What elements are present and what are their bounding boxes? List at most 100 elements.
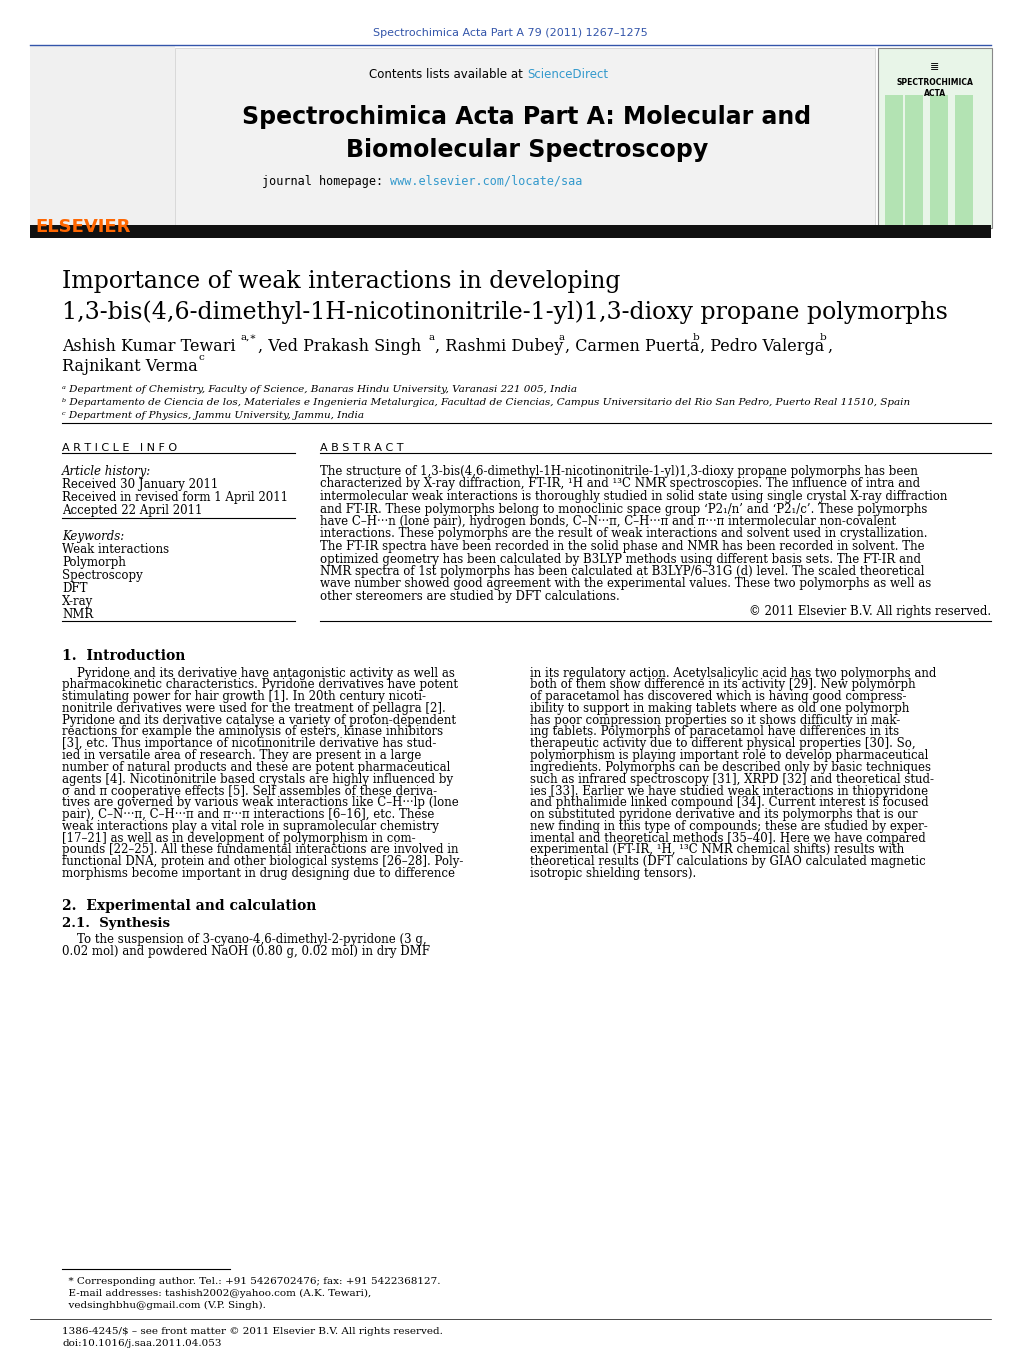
Bar	[955, 95, 973, 226]
Text: SPECTROCHIMICA
ACTA: SPECTROCHIMICA ACTA	[896, 78, 973, 99]
Text: , Ved Prakash Singh: , Ved Prakash Singh	[258, 338, 422, 355]
Text: b: b	[820, 332, 827, 342]
Text: and phthalimide linked compound [34]. Current interest is focused: and phthalimide linked compound [34]. Cu…	[530, 796, 929, 809]
Text: functional DNA, protein and other biological systems [26–28]. Poly-: functional DNA, protein and other biolog…	[62, 855, 464, 869]
Text: Ashish Kumar Tewari: Ashish Kumar Tewari	[62, 338, 236, 355]
Text: interactions. These polymorphs are the result of weak interactions and solvent u: interactions. These polymorphs are the r…	[320, 527, 927, 540]
Text: ibility to support in making tablets where as old one polymorph: ibility to support in making tablets whe…	[530, 703, 910, 715]
Text: pounds [22–25]. All these fundamental interactions are involved in: pounds [22–25]. All these fundamental in…	[62, 843, 458, 857]
Text: Spectroscopy: Spectroscopy	[62, 569, 143, 582]
Text: Accepted 22 April 2011: Accepted 22 April 2011	[62, 504, 202, 517]
Bar	[905, 95, 923, 226]
Bar	[930, 95, 949, 226]
Text: and FT-IR. These polymorphs belong to monoclinic space group ‘P2₁/n’ and ‘P2₁/c’: and FT-IR. These polymorphs belong to mo…	[320, 503, 927, 516]
Text: weak interactions play a vital role in supramolecular chemistry: weak interactions play a vital role in s…	[62, 820, 439, 834]
Text: The structure of 1,3-bis(4,6-dimethyl-1H-nicotinonitrile-1-yl)1,3-dioxy propane : The structure of 1,3-bis(4,6-dimethyl-1H…	[320, 465, 918, 478]
Text: experimental (FT-IR, ¹H, ¹³C NMR chemical shifts) results with: experimental (FT-IR, ¹H, ¹³C NMR chemica…	[530, 843, 905, 857]
Text: ᶜ Department of Physics, Jammu University, Jammu, India: ᶜ Department of Physics, Jammu Universit…	[62, 411, 364, 420]
Text: Received 30 January 2011: Received 30 January 2011	[62, 478, 218, 490]
Bar	[175, 49, 875, 228]
Text: tives are governed by various weak interactions like C–H···lp (lone: tives are governed by various weak inter…	[62, 796, 458, 809]
Text: © 2011 Elsevier B.V. All rights reserved.: © 2011 Elsevier B.V. All rights reserved…	[748, 604, 991, 617]
Bar	[30, 226, 991, 238]
Text: * Corresponding author. Tel.: +91 5426702476; fax: +91 5422368127.: * Corresponding author. Tel.: +91 542670…	[62, 1277, 440, 1286]
Text: in its regulatory action. Acetylsalicylic acid has two polymorphs and: in its regulatory action. Acetylsalicyli…	[530, 666, 936, 680]
Text: ELSEVIER: ELSEVIER	[35, 218, 131, 236]
Text: characterized by X-ray diffraction, FT-IR, ¹H and ¹³C NMR spectroscopies. The in: characterized by X-ray diffraction, FT-I…	[320, 477, 920, 490]
Text: wave number showed good agreement with the experimental values. These two polymo: wave number showed good agreement with t…	[320, 577, 931, 590]
Text: vedsinghbhu@gmail.com (V.P. Singh).: vedsinghbhu@gmail.com (V.P. Singh).	[62, 1301, 265, 1310]
Text: Weak interactions: Weak interactions	[62, 543, 169, 557]
Text: agents [4]. Nicotinonitrile based crystals are highly influenced by: agents [4]. Nicotinonitrile based crysta…	[62, 773, 453, 786]
Text: therapeutic activity due to different physical properties [30]. So,: therapeutic activity due to different ph…	[530, 738, 916, 750]
Bar	[878, 49, 992, 228]
Text: morphisms become important in drug designing due to difference: morphisms become important in drug desig…	[62, 867, 455, 880]
Text: a: a	[428, 332, 434, 342]
Text: ᵃ Department of Chemistry, Faculty of Science, Banaras Hindu University, Varanas: ᵃ Department of Chemistry, Faculty of Sc…	[62, 385, 577, 394]
Text: imental and theoretical methods [35–40]. Here we have compared: imental and theoretical methods [35–40].…	[530, 832, 926, 844]
Text: To the suspension of 3-cyano-4,6-dimethyl-2-pyridone (3 g,: To the suspension of 3-cyano-4,6-dimethy…	[62, 934, 427, 946]
Text: Keywords:: Keywords:	[62, 530, 125, 543]
Text: pharmacokinetic characteristics. Pyridone derivatives have potent: pharmacokinetic characteristics. Pyridon…	[62, 678, 458, 692]
Text: 1,3-bis(4,6-dimethyl-1H-nicotinonitrile-1-yl)1,3-dioxy propane polymorphs: 1,3-bis(4,6-dimethyl-1H-nicotinonitrile-…	[62, 300, 947, 323]
Text: doi:10.1016/j.saa.2011.04.053: doi:10.1016/j.saa.2011.04.053	[62, 1339, 222, 1348]
Text: DFT: DFT	[62, 582, 88, 594]
Text: b: b	[693, 332, 699, 342]
Text: pair), C–N···π, C–H···π and π···π interactions [6–16], etc. These: pair), C–N···π, C–H···π and π···π intera…	[62, 808, 434, 821]
Text: Polymorph: Polymorph	[62, 557, 126, 569]
Text: Spectrochimica Acta Part A: Molecular and: Spectrochimica Acta Part A: Molecular an…	[242, 105, 812, 128]
Text: isotropic shielding tensors).: isotropic shielding tensors).	[530, 867, 696, 880]
Text: theoretical results (DFT calculations by GIAO calculated magnetic: theoretical results (DFT calculations by…	[530, 855, 926, 869]
Text: Spectrochimica Acta Part A 79 (2011) 1267–1275: Spectrochimica Acta Part A 79 (2011) 126…	[373, 28, 648, 38]
Text: The FT-IR spectra have been recorded in the solid phase and NMR has been recorde: The FT-IR spectra have been recorded in …	[320, 540, 925, 553]
Text: Pyridone and its derivative catalyse a variety of proton-dependent: Pyridone and its derivative catalyse a v…	[62, 713, 456, 727]
Text: nonitrile derivatives were used for the treatment of pellagra [2].: nonitrile derivatives were used for the …	[62, 703, 446, 715]
Text: ScienceDirect: ScienceDirect	[527, 68, 609, 81]
Text: , Carmen Puerta: , Carmen Puerta	[565, 338, 699, 355]
Text: of paracetamol has discovered which is having good compress-: of paracetamol has discovered which is h…	[530, 690, 907, 703]
Text: E-mail addresses: tashish2002@yahoo.com (A.K. Tewari),: E-mail addresses: tashish2002@yahoo.com …	[62, 1289, 372, 1298]
Text: ingredients. Polymorphs can be described only by basic techniques: ingredients. Polymorphs can be described…	[530, 761, 931, 774]
Text: ies [33]. Earlier we have studied weak interactions in thiopyridone: ies [33]. Earlier we have studied weak i…	[530, 785, 928, 797]
Text: [17–21] as well as in development of polymorphism in com-: [17–21] as well as in development of pol…	[62, 832, 416, 844]
Text: A B S T R A C T: A B S T R A C T	[320, 443, 403, 453]
Text: intermolecular weak interactions is thoroughly studied in solid state using sing: intermolecular weak interactions is thor…	[320, 490, 947, 503]
Text: 1.  Introduction: 1. Introduction	[62, 648, 186, 662]
Text: reactions for example the aminolysis of esters, kinase inhibitors: reactions for example the aminolysis of …	[62, 725, 443, 739]
Text: www.elsevier.com/locate/saa: www.elsevier.com/locate/saa	[390, 176, 582, 188]
Text: NMR spectra of 1st polymorphs has been calculated at B3LYP/6–31G (d) level. The : NMR spectra of 1st polymorphs has been c…	[320, 565, 924, 578]
Bar	[30, 46, 175, 228]
Text: have C–H···n (lone pair), hydrogen bonds, C–N···π, C–H···π and π···π intermolecu: have C–H···n (lone pair), hydrogen bonds…	[320, 515, 896, 528]
Text: on substituted pyridone derivative and its polymorphs that is our: on substituted pyridone derivative and i…	[530, 808, 918, 821]
Text: X-ray: X-ray	[62, 594, 93, 608]
Text: ,: ,	[827, 338, 832, 355]
Text: 0.02 mol) and powdered NaOH (0.80 g, 0.02 mol) in dry DMF: 0.02 mol) and powdered NaOH (0.80 g, 0.0…	[62, 944, 430, 958]
Text: ied in versatile area of research. They are present in a large: ied in versatile area of research. They …	[62, 748, 422, 762]
Text: Rajnikant Verma: Rajnikant Verma	[62, 358, 198, 376]
Text: ing tablets. Polymorphs of paracetamol have differences in its: ing tablets. Polymorphs of paracetamol h…	[530, 725, 900, 739]
Text: optimized geometry has been calculated by B3LYP methods using different basis se: optimized geometry has been calculated b…	[320, 553, 921, 566]
Text: ᵇ Departamento de Ciencia de los, Materiales e Ingenieria Metalurgica, Facultad : ᵇ Departamento de Ciencia de los, Materi…	[62, 399, 910, 407]
Text: Biomolecular Spectroscopy: Biomolecular Spectroscopy	[346, 138, 709, 162]
Text: a: a	[558, 332, 565, 342]
Text: Received in revised form 1 April 2011: Received in revised form 1 April 2011	[62, 490, 288, 504]
Text: polymorphism is playing important role to develop pharmaceutical: polymorphism is playing important role t…	[530, 748, 928, 762]
Text: both of them show difference in its activity [29]. New polymorph: both of them show difference in its acti…	[530, 678, 916, 692]
Text: Importance of weak interactions in developing: Importance of weak interactions in devel…	[62, 270, 621, 293]
Bar	[885, 95, 903, 226]
Text: number of natural products and these are potent pharmaceutical: number of natural products and these are…	[62, 761, 450, 774]
Text: 2.  Experimental and calculation: 2. Experimental and calculation	[62, 898, 317, 913]
Text: Article history:: Article history:	[62, 465, 151, 478]
Text: [3], etc. Thus importance of nicotinonitrile derivative has stud-: [3], etc. Thus importance of nicotinonit…	[62, 738, 436, 750]
Text: has poor compression properties so it shows difficulty in mak-: has poor compression properties so it sh…	[530, 713, 901, 727]
Text: journal homepage:: journal homepage:	[261, 176, 390, 188]
Text: , Rashmi Dubey: , Rashmi Dubey	[435, 338, 564, 355]
Text: such as infrared spectroscopy [31], XRPD [32] and theoretical stud-: such as infrared spectroscopy [31], XRPD…	[530, 773, 934, 786]
Text: 1386-4245/$ – see front matter © 2011 Elsevier B.V. All rights reserved.: 1386-4245/$ – see front matter © 2011 El…	[62, 1327, 443, 1336]
Text: new finding in this type of compounds; these are studied by exper-: new finding in this type of compounds; t…	[530, 820, 928, 834]
Text: ≣: ≣	[930, 62, 939, 72]
Text: a,∗: a,∗	[240, 332, 256, 342]
Text: Pyridone and its derivative have antagonistic activity as well as: Pyridone and its derivative have antagon…	[62, 666, 455, 680]
Text: c: c	[198, 353, 204, 362]
Text: A R T I C L E   I N F O: A R T I C L E I N F O	[62, 443, 177, 453]
